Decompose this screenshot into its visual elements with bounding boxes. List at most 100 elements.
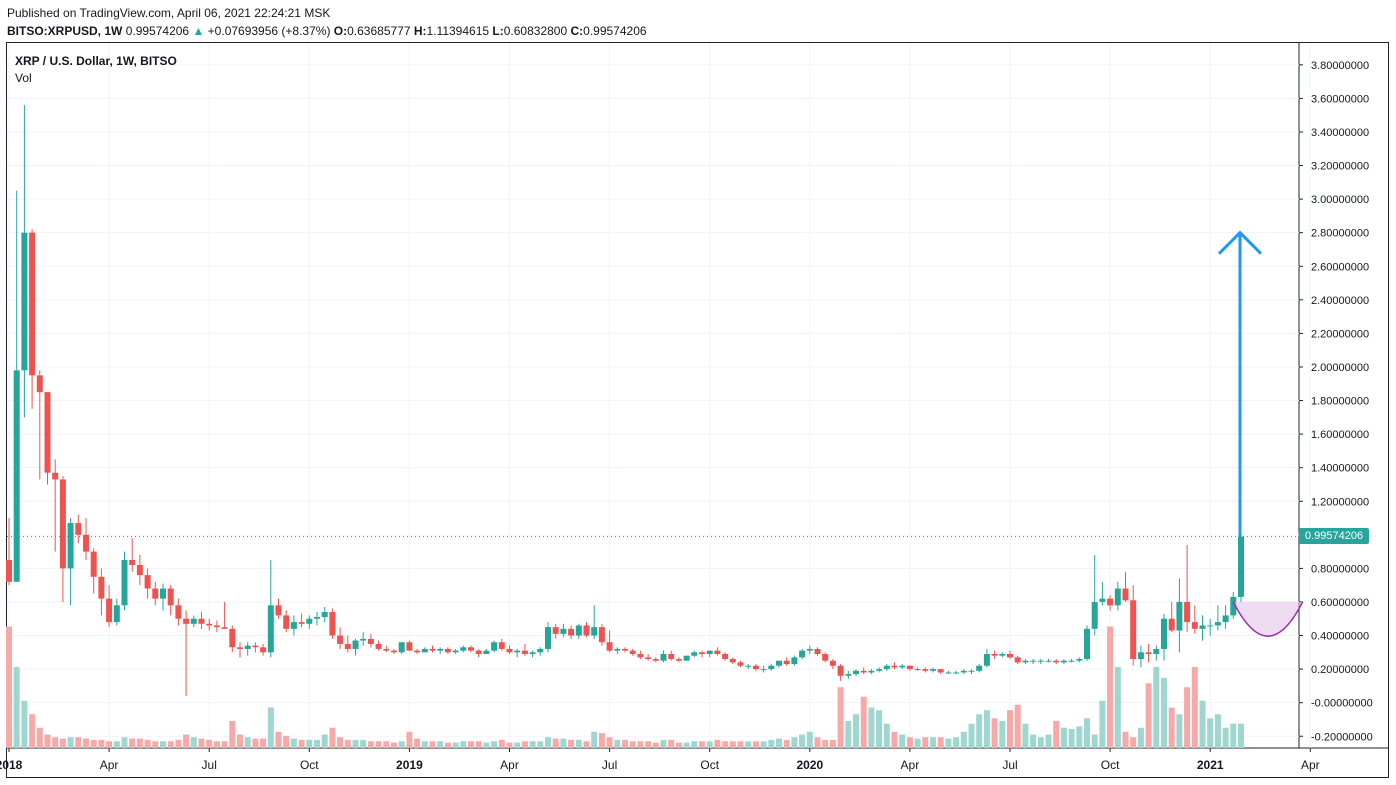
candle-body <box>229 628 236 648</box>
candle-body <box>668 654 675 660</box>
candle-body <box>1214 622 1221 626</box>
volume-bar <box>460 741 467 748</box>
candle-body <box>1053 660 1060 663</box>
legend-title: XRP / U.S. Dollar, 1W, BITSO <box>15 54 177 68</box>
candle-body <box>752 665 759 670</box>
volume-bar <box>568 739 575 748</box>
volume-bar <box>6 626 12 748</box>
candle-body <box>806 648 813 651</box>
volume-bar <box>976 714 983 748</box>
volume-bar <box>668 739 675 748</box>
chart-frame[interactable] <box>6 42 1389 778</box>
candle-body <box>899 665 906 668</box>
volume-bar <box>267 707 274 748</box>
candle-body <box>514 650 521 653</box>
candle-body <box>645 657 652 660</box>
volume-bar <box>514 742 521 748</box>
volume-bar <box>829 739 836 748</box>
candle-body <box>52 472 59 480</box>
volume-bar <box>1153 667 1160 748</box>
volume-bar <box>953 737 960 748</box>
volume-bar <box>968 723 975 748</box>
candle-body <box>391 650 397 653</box>
candle-body <box>968 670 975 672</box>
candle-body <box>991 654 998 656</box>
candle-body <box>853 670 859 675</box>
volume-bar <box>1191 667 1198 748</box>
candle-body <box>660 654 667 661</box>
candle-body <box>1022 660 1029 663</box>
volume-bar <box>752 741 759 748</box>
candle-body <box>314 617 320 619</box>
candle-body <box>521 650 528 654</box>
candle-body <box>13 370 20 582</box>
candle-body <box>1099 598 1106 602</box>
candle-body <box>791 657 798 665</box>
volume-bar <box>922 737 929 748</box>
time-tick-label: Apr <box>500 758 519 772</box>
candle-body <box>537 648 544 653</box>
candle-body <box>722 654 729 660</box>
volume-bar <box>1045 734 1052 748</box>
volume-bar <box>391 742 397 748</box>
volume-bar <box>1014 704 1021 748</box>
candle-body <box>729 659 736 663</box>
volume-bar <box>506 742 513 748</box>
volume-bar <box>1145 683 1152 748</box>
publish-header: Published on TradingView.com, April 06, … <box>7 4 647 40</box>
volume-bar <box>98 739 105 748</box>
volume-bar <box>699 741 705 748</box>
volume-bar <box>806 731 813 748</box>
candle-body <box>960 670 967 673</box>
candle-body <box>691 652 698 656</box>
time-tick-label: 2019 <box>396 758 423 772</box>
price-tick-label: 1.80000000 <box>1311 396 1369 408</box>
volume-bar <box>337 737 344 748</box>
candle-body <box>1091 601 1098 629</box>
candle-body <box>706 650 713 654</box>
candle-body <box>822 654 829 661</box>
volume-bar <box>906 737 913 748</box>
price-tick-label: -0.20000000 <box>1311 731 1373 743</box>
cup-pattern-curve <box>1232 601 1304 637</box>
candle-body <box>1153 648 1160 654</box>
volume-bar <box>229 721 236 748</box>
candle-body <box>360 638 367 641</box>
candle-body <box>506 648 513 653</box>
price-tick-label: 0.60000000 <box>1311 597 1369 609</box>
candle-body <box>930 669 936 671</box>
candle-body <box>375 643 382 649</box>
price-tick-label: 2.20000000 <box>1311 328 1369 340</box>
volume-bar <box>406 731 413 748</box>
volume-bar <box>360 739 367 748</box>
price-tick-label: 1.60000000 <box>1311 429 1369 441</box>
candle-body <box>83 534 89 552</box>
volume-bar <box>1222 727 1229 748</box>
volume-bar <box>845 721 852 748</box>
volume-bar <box>113 741 120 748</box>
low-label: L: <box>492 24 504 38</box>
candle-body <box>845 674 852 676</box>
volume-bar <box>1022 723 1029 748</box>
volume-bar <box>75 737 82 748</box>
volume-bar <box>521 741 528 748</box>
volume-bar <box>1137 727 1144 748</box>
candle-body <box>891 665 898 668</box>
volume-bar <box>722 741 729 748</box>
open-value: 0.63685777 <box>347 24 411 38</box>
candle-body <box>575 625 582 636</box>
close-label: C: <box>570 24 584 38</box>
candle-body <box>406 642 413 651</box>
low-value: 0.60832800 <box>503 24 568 38</box>
candle-body <box>383 648 390 651</box>
volume-bar <box>344 739 351 748</box>
volume-bar <box>106 741 113 748</box>
volume-bar <box>498 739 505 748</box>
price-tick-label: 2.80000000 <box>1311 228 1369 240</box>
volume-bar <box>1060 727 1067 748</box>
volume-bar <box>860 696 867 748</box>
symbol-label: BITSO:XRPUSD, 1W <box>7 24 123 38</box>
volume-bar <box>1199 700 1206 748</box>
candle-body <box>652 659 659 661</box>
